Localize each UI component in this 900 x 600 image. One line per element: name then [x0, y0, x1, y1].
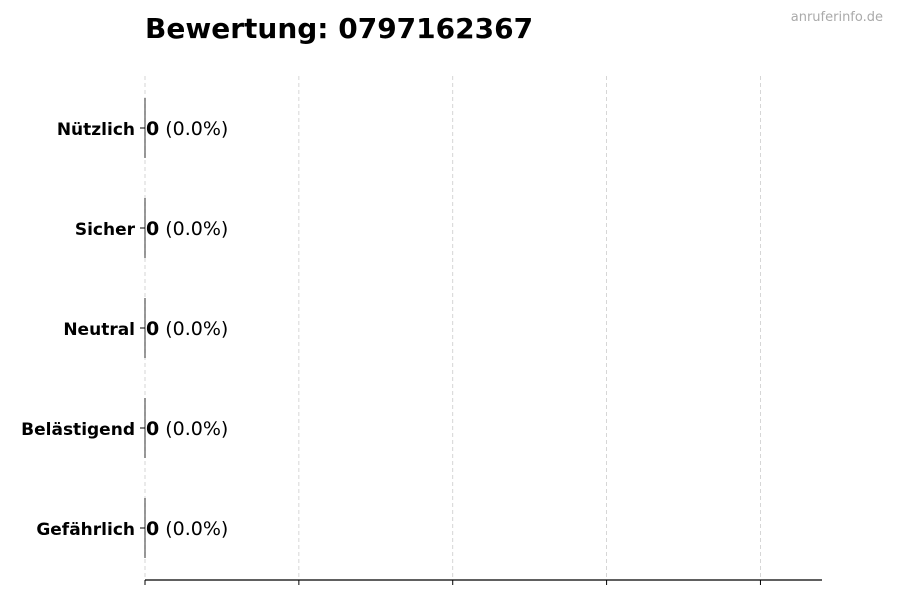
data-label-percent: (0.0%)	[165, 218, 228, 240]
data-label-percent: (0.0%)	[165, 318, 228, 340]
data-label: 0 (0.0%)	[146, 518, 228, 540]
data-label-percent: (0.0%)	[165, 118, 228, 140]
y-tick-label: Neutral	[63, 320, 135, 340]
data-label-percent: (0.0%)	[165, 518, 228, 540]
data-label-count: 0	[146, 218, 159, 240]
data-label: 0 (0.0%)	[146, 218, 228, 240]
data-label-count: 0	[146, 118, 159, 140]
y-tick-label: Nützlich	[57, 120, 135, 140]
y-tick-label: Sicher	[75, 220, 136, 240]
y-tick-label: Belästigend	[21, 420, 135, 440]
data-label-percent: (0.0%)	[165, 418, 228, 440]
data-label-count: 0	[146, 318, 159, 340]
watermark: anruferinfo.de	[790, 10, 883, 25]
chart-title: Bewertung: 0797162367	[145, 12, 534, 45]
data-label-count: 0	[146, 418, 159, 440]
y-tick-label: Gefährlich	[36, 520, 135, 540]
data-label: 0 (0.0%)	[146, 418, 228, 440]
data-label: 0 (0.0%)	[146, 318, 228, 340]
data-label-count: 0	[146, 518, 159, 540]
data-label: 0 (0.0%)	[146, 118, 228, 140]
